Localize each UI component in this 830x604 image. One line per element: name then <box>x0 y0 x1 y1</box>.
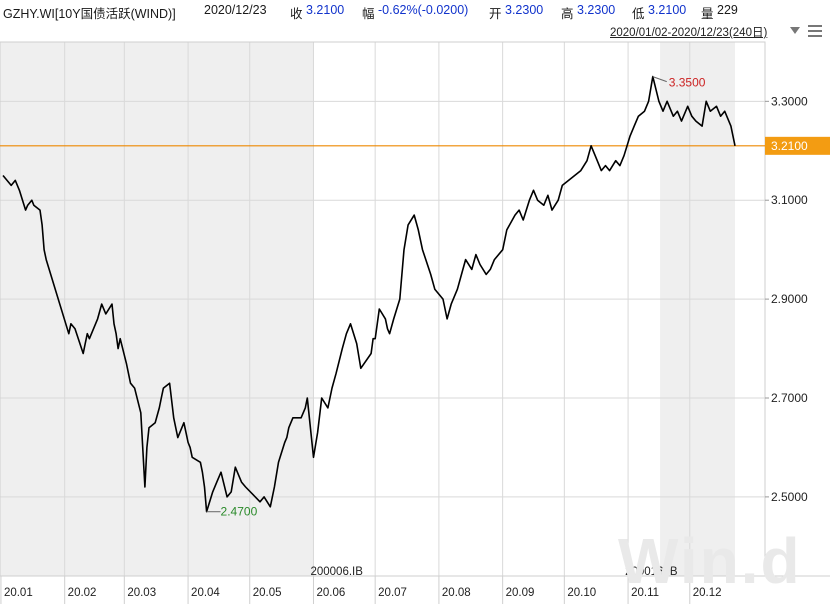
open-label: 开 <box>489 7 502 21</box>
y-tick-label: 2.9000 <box>771 292 808 306</box>
x-tick-label: 20.10 <box>567 587 596 599</box>
extreme-markers: 3.3500 2.4700 <box>206 76 706 519</box>
contract-label: 200006.IB <box>310 566 363 578</box>
high-label: 高 <box>561 7 574 21</box>
menu-icon[interactable] <box>808 25 822 37</box>
x-tick-label: 20.09 <box>506 587 535 599</box>
y-tick-label: 3.3000 <box>771 94 808 108</box>
x-tick-label: 20.01 <box>4 587 33 599</box>
x-tick-label: 20.12 <box>693 587 722 599</box>
x-tick-label: 20.04 <box>191 587 220 599</box>
x-tick-label: 20.11 <box>631 587 659 599</box>
grid-lines <box>0 42 765 576</box>
x-tick-label: 20.03 <box>127 587 156 599</box>
min-label: 2.4700 <box>221 505 258 519</box>
change-value: -0.62%(-0.0200) <box>378 3 469 17</box>
current-value-label: 3.2100 <box>771 139 808 153</box>
max-pointer <box>652 76 667 83</box>
volume-label: 量 <box>701 7 714 21</box>
high-value: 3.2300 <box>577 3 616 17</box>
y-axis-ticks: 3.3000 3.1000 2.9000 2.7000 2.5000 <box>765 94 808 504</box>
low-label: 低 <box>632 7 645 21</box>
max-label: 3.3500 <box>669 76 706 90</box>
contract-labels: 200006.IB 200016.IB <box>310 566 677 578</box>
quote-header: GZHY.WI[10Y国债活跃(WIND)] 2020/12/23 收 3.21… <box>0 0 830 21</box>
volume-value: 229 <box>717 3 738 17</box>
watermark: Win.d <box>618 525 802 597</box>
shaded-periods <box>0 42 735 576</box>
y-tick-label: 3.1000 <box>771 193 808 207</box>
series-line <box>2 75 736 513</box>
low-value: 3.2100 <box>648 3 687 17</box>
shaded-period <box>0 42 314 576</box>
x-tick-label: 20.05 <box>253 587 282 599</box>
current-value-tag: 3.2100 <box>765 136 830 155</box>
x-tick-label: 20.06 <box>316 587 345 599</box>
open-value: 3.2300 <box>505 3 544 17</box>
y-tick-label: 2.5000 <box>771 490 808 504</box>
x-tick-label: 20.02 <box>68 587 97 599</box>
close-label: 收 <box>290 7 303 21</box>
date-range-selector[interactable]: 2020/01/02-2020/12/23(240日) <box>610 24 767 40</box>
x-tick-label: 20.08 <box>442 587 471 599</box>
x-axis-ticks: 20.01 20.02 20.03 20.04 20.05 20.06 20.07 20.08… <box>0 575 830 604</box>
x-tick-label: 20.07 <box>378 587 407 599</box>
dropdown-icon[interactable] <box>790 27 800 34</box>
close-value: 3.2100 <box>306 3 345 17</box>
change-label: 幅 <box>362 7 375 21</box>
date-range-count: (240日) <box>728 27 768 39</box>
shaded-period <box>660 42 735 576</box>
security-code: GZHY.WI[10Y国债活跃(WIND)] <box>3 7 176 21</box>
date-range-text: 2020/01/02-2020/12/23 <box>610 27 729 39</box>
y-tick-label: 2.7000 <box>771 391 808 405</box>
quote-date: 2020/12/23 <box>204 3 267 17</box>
contract-label: 200016.IB <box>625 566 678 578</box>
